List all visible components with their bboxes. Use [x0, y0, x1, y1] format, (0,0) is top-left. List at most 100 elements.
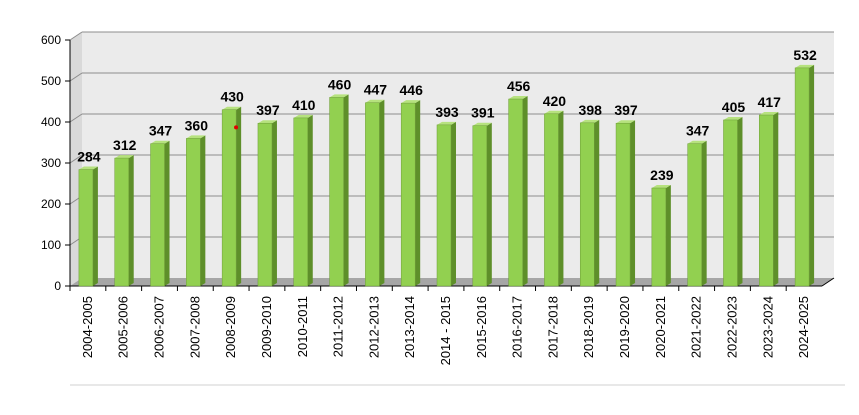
bar-top	[186, 135, 206, 139]
x-tick-label: 2022-2023	[724, 296, 739, 358]
bar	[508, 98, 523, 287]
bar	[78, 169, 94, 287]
bar-top	[329, 94, 349, 98]
gridline-side	[69, 113, 83, 123]
bar-top	[365, 99, 385, 103]
x-tick-label: 2005-2006	[116, 296, 131, 358]
data-labels: 284 312 347 360 430 397 410 460 447 446 393 391 456 4…	[77, 47, 817, 183]
gridline-side	[69, 72, 83, 82]
bar-top	[222, 106, 242, 110]
data-label: 312	[113, 137, 137, 153]
annotation-marker	[234, 125, 239, 130]
x-tick-label: 2004-2005	[80, 296, 95, 358]
bar-top	[437, 121, 456, 125]
bar-top	[114, 155, 134, 159]
bar-top	[508, 96, 528, 100]
bar-side	[415, 100, 421, 286]
y-tick-label: 200	[41, 197, 61, 211]
gridlines	[69, 31, 834, 246]
data-label: 417	[758, 94, 782, 110]
bar-top	[687, 140, 707, 144]
data-label: 397	[614, 102, 638, 118]
bar-top	[616, 120, 636, 124]
bar	[365, 102, 380, 287]
bar-side	[379, 99, 385, 286]
y-tick-label: 300	[41, 156, 61, 170]
bar-side	[773, 112, 779, 286]
bar-side	[271, 120, 277, 286]
bar-top	[78, 166, 98, 170]
bar-side	[665, 185, 671, 286]
bar	[186, 138, 201, 287]
y-tick-label: 500	[41, 74, 61, 88]
data-label: 284	[77, 149, 101, 165]
bar-side	[809, 64, 815, 286]
x-tick-label: 2010-2011	[295, 296, 310, 357]
x-tick-label: 2016-2017	[510, 296, 525, 358]
bar-top	[723, 116, 743, 120]
x-tick-label: 2012-2013	[366, 296, 381, 358]
bar	[794, 67, 810, 287]
bar	[221, 109, 237, 287]
x-tick-label: 2023-2024	[760, 296, 775, 358]
bar	[293, 117, 309, 287]
bar	[257, 122, 273, 287]
bar-side	[128, 155, 134, 286]
bar-top	[651, 185, 671, 189]
x-tick-label: 2009-2010	[259, 296, 274, 358]
bar-top	[472, 122, 492, 126]
data-label: 360	[185, 117, 209, 133]
x-tick-label: 2018-2019	[581, 296, 596, 358]
bar-side	[594, 119, 600, 286]
x-tick-labels: 2004-2005 2005-2006 2006-2007 2007-2008 2008…	[80, 296, 811, 365]
data-label: 456	[507, 78, 531, 94]
bar	[759, 114, 774, 287]
bar-side	[307, 114, 313, 287]
bar-side	[236, 106, 242, 286]
red-dot-marker	[234, 125, 239, 130]
data-label: 393	[435, 104, 459, 120]
gridline-side	[69, 154, 83, 164]
bar-side	[164, 140, 170, 286]
data-label: 460	[328, 76, 352, 92]
y-tick-label: 100	[41, 238, 61, 252]
bar-side	[701, 140, 707, 286]
x-tick-label: 2017-2018	[545, 296, 560, 358]
bar-side	[343, 94, 349, 287]
bar-top	[795, 64, 815, 68]
bar-top	[544, 110, 564, 114]
x-tick-label: 2014 - 2015	[438, 296, 453, 365]
bar	[651, 187, 667, 287]
bar-side	[558, 110, 564, 286]
data-label: 405	[722, 99, 746, 115]
bar-side	[737, 116, 743, 286]
x-tick-label: 2013-2014	[402, 296, 417, 358]
x-tick-label: 2007-2008	[187, 296, 202, 358]
data-label: 347	[149, 123, 173, 139]
x-tick-label: 2024-2025	[796, 296, 811, 358]
data-label: 398	[579, 102, 603, 118]
bar	[472, 125, 488, 287]
bar-side	[486, 122, 492, 286]
bar-top	[257, 120, 277, 124]
y-tick-labels: 0 100 200 300 400 500 600	[41, 33, 61, 293]
gridline-side	[69, 31, 83, 41]
bars	[78, 64, 815, 287]
x-tick-label: 2020-2021	[653, 296, 668, 358]
bar-top	[580, 119, 600, 123]
data-label: 420	[543, 93, 567, 109]
bar-top	[401, 100, 421, 104]
data-label: 532	[793, 47, 817, 63]
y-tick-label: 400	[41, 115, 61, 129]
bar	[114, 157, 129, 287]
data-label: 391	[471, 105, 495, 121]
bar-side	[200, 135, 206, 286]
bar-top	[150, 140, 170, 144]
bar	[544, 113, 559, 287]
x-tick-label: 2008-2009	[223, 296, 238, 358]
data-label: 447	[364, 82, 388, 98]
bar	[400, 102, 416, 287]
data-label: 239	[650, 167, 674, 183]
